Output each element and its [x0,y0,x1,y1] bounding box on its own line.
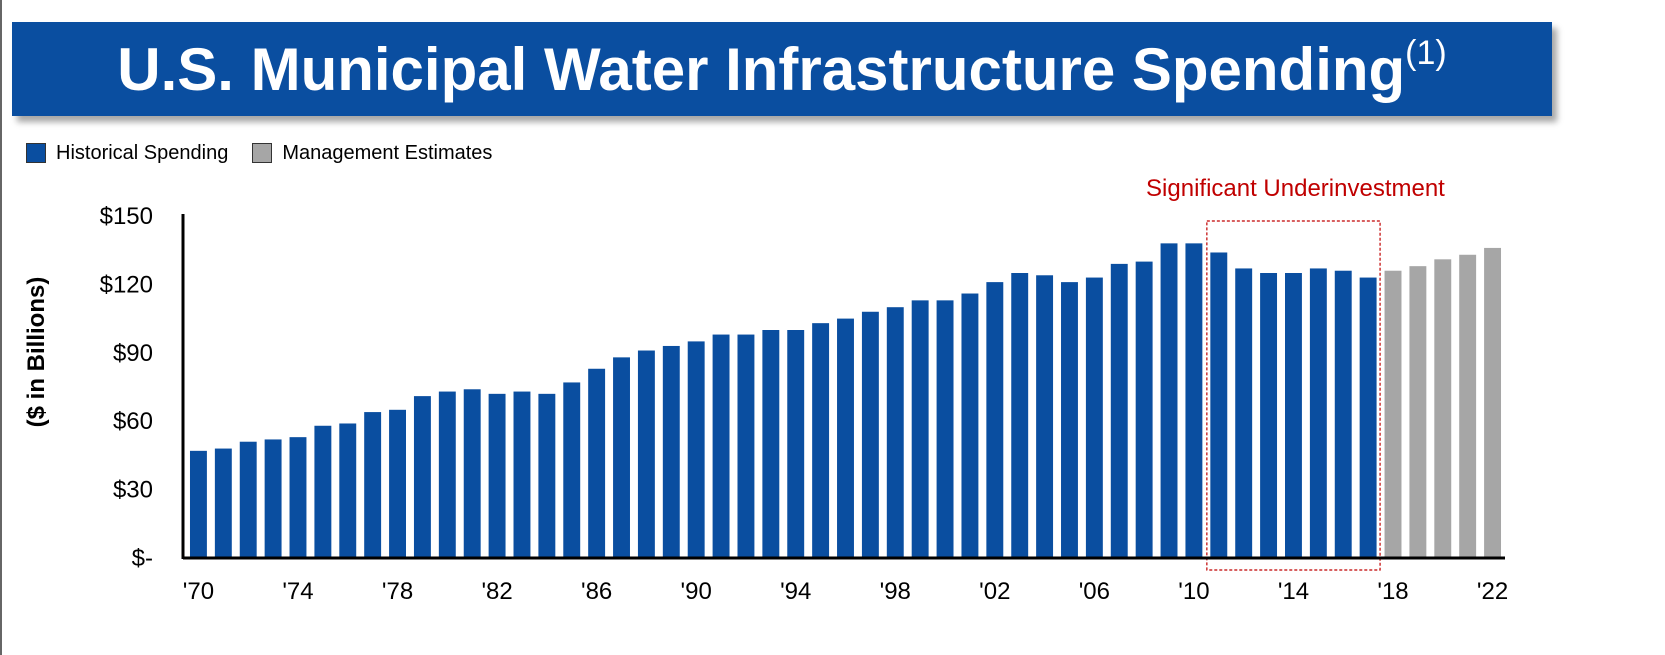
bar-historical-2011 [1210,252,1228,559]
bar-historical-1993 [762,330,780,558]
x-tick-label-2022: '22 [1477,578,1508,605]
bar-historical-1999 [911,300,929,558]
x-tick-label-1998: '98 [880,578,911,605]
title-text: U.S. Municipal Water Infrastructure Spen… [117,36,1406,103]
bar-historical-1990 [687,341,705,558]
bar-historical-1977 [364,412,382,558]
bar-historical-2016 [1334,270,1352,558]
bar-historical-1998 [886,307,904,558]
x-tick-label-1978: '78 [382,578,413,605]
bar-historical-2017 [1359,277,1377,558]
bar-historical-1973 [264,439,282,558]
bar-historical-1978 [389,409,406,558]
bar-historical-1988 [637,350,655,558]
bar-historical-1981 [463,389,481,558]
bar-historical-2005 [1061,282,1078,558]
x-tick-label-1986: '86 [581,578,612,605]
legend-item-historical: Historical Spending [26,142,228,165]
x-tick-label-1990: '90 [681,578,712,605]
legend-label-historical: Historical Spending [56,141,229,164]
legend-swatch-historical [26,143,46,163]
bar-historical-1972 [239,441,257,558]
x-tick-label-1970: '70 [183,578,214,605]
x-tick-label-1994: '94 [780,578,811,605]
chart-legend: Historical Spending Management Estimates [26,140,516,166]
bar-historical-1987 [613,357,630,558]
x-tick-label-2002: '02 [979,578,1010,605]
bar-historical-1980 [438,391,456,558]
bar-estimate-2020 [1434,259,1452,558]
x-tick-label-2014: '14 [1278,578,1309,605]
x-tick-label-2006: '06 [1079,578,1110,605]
bar-historical-2006 [1085,277,1103,558]
bar-historical-1992 [737,334,755,558]
bar-historical-1985 [563,382,581,558]
bar-historical-1997 [861,311,879,558]
bar-historical-1989 [662,345,680,558]
bar-historical-2007 [1110,263,1128,558]
bar-historical-2010 [1185,243,1203,559]
legend-swatch-estimates [252,143,273,163]
x-tick-label-1974: '74 [282,578,313,605]
bar-historical-1986 [588,368,606,558]
y-tick-label-60: $60 [113,408,153,435]
bar-historical-2008 [1135,261,1153,558]
bar-historical-1976 [339,423,357,558]
bar-historical-1983 [513,391,531,558]
left-edge-line [0,0,2,655]
bar-historical-1975 [314,425,332,558]
bar-historical-2003 [1011,273,1029,558]
bar-historical-2002 [986,282,1004,558]
underinvestment-box [1206,220,1381,571]
bar-historical-2004 [1036,275,1054,558]
bar-historical-2013 [1260,273,1278,558]
bar-historical-2015 [1309,268,1327,558]
bar-historical-1991 [712,334,730,558]
bar-historical-1970 [189,450,207,558]
bar-historical-1995 [812,323,830,558]
bar-estimate-2021 [1459,254,1477,558]
y-tick-label-30: $30 [113,477,153,504]
bar-historical-1982 [488,393,506,558]
y-tick-label-90: $90 [113,340,153,367]
bar-historical-1979 [413,396,431,558]
page-title: U.S. Municipal Water Infrastructure Spen… [117,34,1446,104]
bar-historical-2014 [1285,273,1302,558]
bar-estimate-2022 [1484,247,1502,559]
x-tick-label-2018: '18 [1377,578,1408,605]
title-footnote-marker: (1) [1405,34,1447,72]
title-banner: U.S. Municipal Water Infrastructure Spen… [12,22,1552,116]
bar-historical-1974 [289,437,307,558]
y-tick-label-0: $- [132,545,153,572]
x-tick-label-2010: '10 [1178,578,1209,605]
bar-historical-2009 [1160,243,1178,559]
y-tick-label-120: $120 [100,271,153,298]
legend-label-estimates: Management Estimates [282,141,493,164]
annotation-label: Significant Underinvestment [1146,175,1445,202]
bar-historical-2000 [936,300,954,558]
bar-estimate-2019 [1409,266,1427,558]
legend-item-estimates: Management Estimates [252,142,492,165]
y-tick-label-150: $150 [100,203,153,230]
bar-historical-1971 [214,448,232,558]
bar-historical-1984 [538,393,556,558]
bar-historical-2012 [1235,268,1253,558]
bar-estimate-2018 [1384,270,1402,558]
bar-historical-1996 [837,318,854,558]
bar-historical-2001 [961,293,979,558]
y-axis-label: ($ in Billions) [23,277,50,428]
bar-historical-1994 [787,330,805,558]
x-tick-label-1982: '82 [481,578,512,605]
